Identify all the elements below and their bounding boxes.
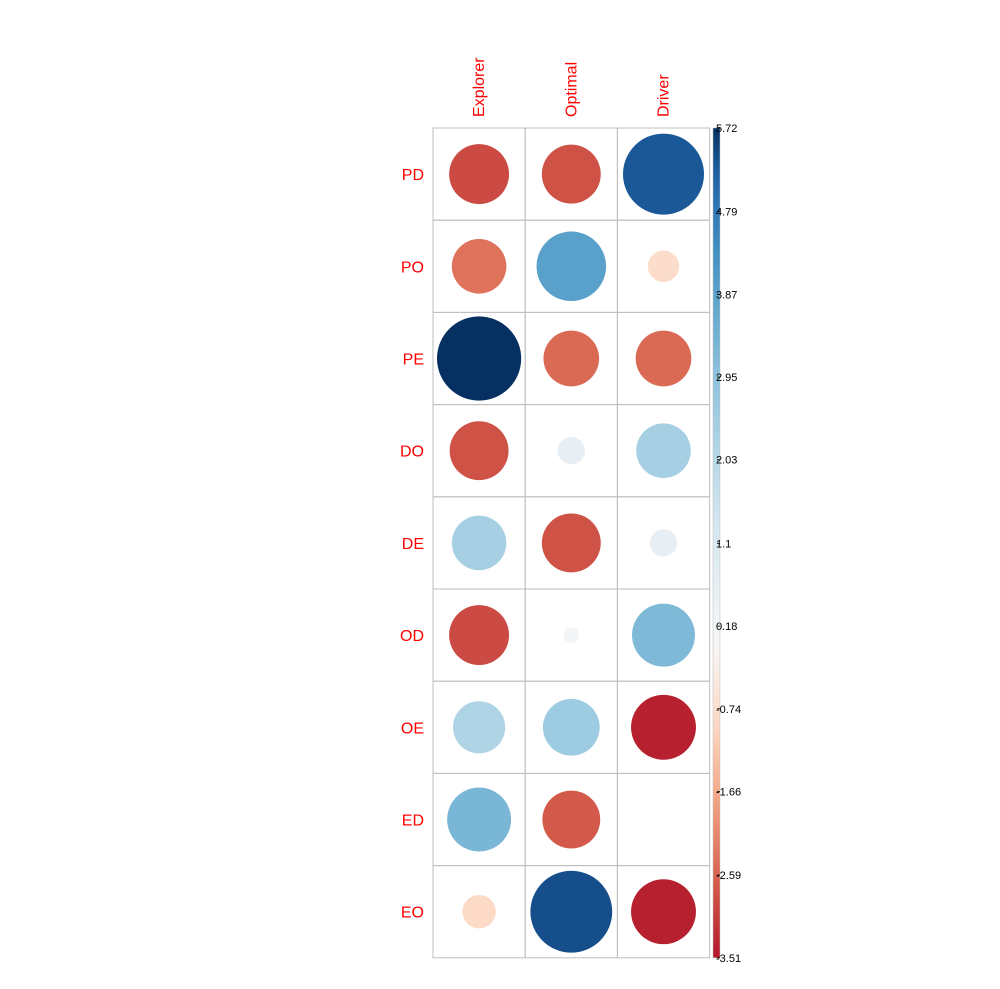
column-label: Optimal [563, 62, 580, 117]
row-label: DO [400, 444, 424, 461]
correlation-circle [631, 879, 696, 945]
correlation-circle [542, 698, 600, 756]
colorbar-tick-label: 2.95 [716, 372, 737, 384]
colorbar-tick-label: 0.18 [716, 621, 737, 633]
colorbar-tick-label: 2.03 [716, 455, 737, 467]
row-label: OE [401, 720, 424, 737]
correlation-circle [449, 605, 510, 666]
correlation-circle [451, 515, 507, 571]
correlation-circle [437, 316, 522, 401]
colorbar [712, 127, 721, 959]
row-label: PO [401, 259, 424, 276]
row-label: ED [402, 813, 424, 830]
column-label: Explorer [471, 57, 488, 117]
correlation-circle [631, 694, 696, 760]
correlation-circle [541, 144, 601, 204]
correlation-circle [452, 701, 506, 754]
correlation-circle [447, 787, 512, 852]
correlation-circle [462, 895, 496, 929]
correlation-circle [451, 239, 507, 294]
correlation-circle [622, 133, 705, 215]
colorbar-tick-label: 3.87 [716, 289, 737, 301]
colorbar-tick-label: -2.59 [716, 870, 741, 882]
grid-cell [616, 772, 711, 867]
row-label: DE [402, 536, 424, 553]
row-label: PD [402, 167, 424, 184]
correlation-circle [541, 513, 601, 573]
correlation-circle [632, 603, 695, 667]
correlation-circle [543, 330, 600, 387]
row-label: PE [403, 352, 424, 369]
colorbar-tick-label: 5.72 [716, 123, 737, 135]
colorbar-tick-label: -3.51 [716, 953, 741, 965]
correlation-circle [449, 144, 510, 205]
colorbar-tick-label: 1.1 [716, 538, 731, 550]
correlation-circle [449, 421, 509, 481]
correlation-circle [635, 330, 692, 387]
correlation-circle [636, 423, 691, 478]
column-label: Driver [656, 74, 673, 117]
correlation-circle [557, 437, 585, 465]
correlation-circle [647, 250, 680, 283]
colorbar-tick-label: -0.74 [716, 704, 741, 716]
row-label: EO [401, 905, 424, 922]
correlation-circle [530, 870, 613, 953]
grid-cell [616, 865, 711, 959]
correlation-circle [536, 231, 607, 302]
colorbar-tick-label: 4.79 [716, 207, 737, 219]
correlation-circle [542, 790, 601, 849]
correlation-circle [563, 627, 580, 643]
row-label: OD [400, 628, 424, 645]
colorbar-tick-label: -1.66 [716, 786, 741, 798]
correlation-circle [649, 529, 678, 557]
